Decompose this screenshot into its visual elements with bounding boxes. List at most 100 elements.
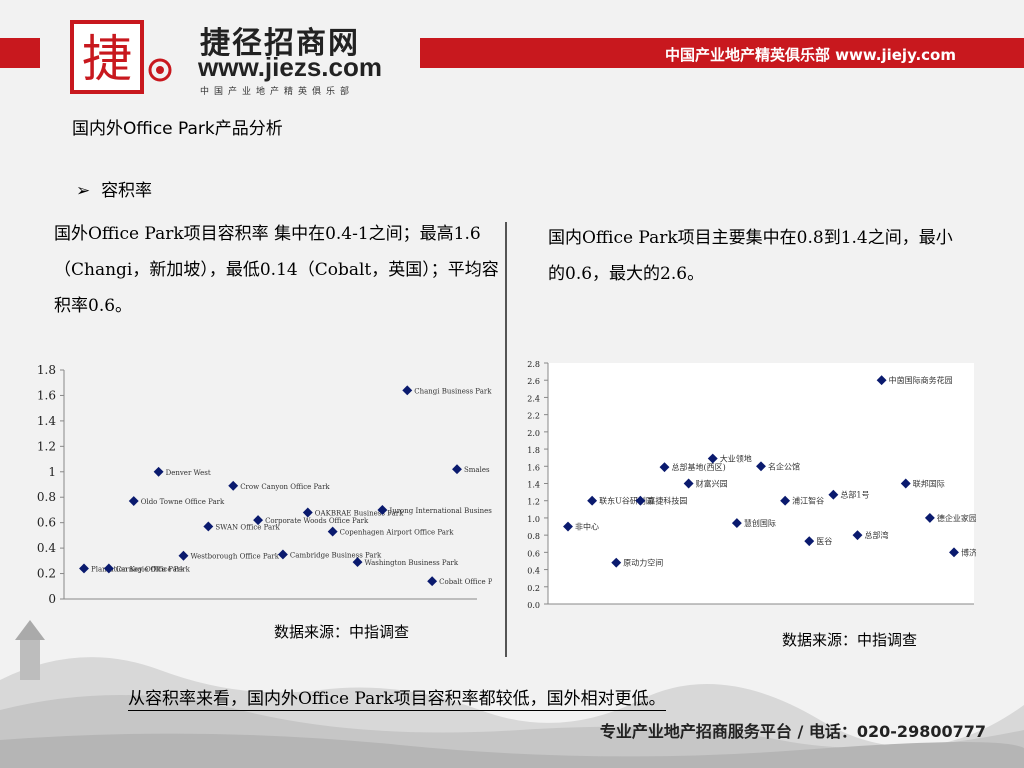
site-url[interactable]: www.jiezs.com xyxy=(198,52,382,82)
data-point xyxy=(852,530,863,541)
data-point xyxy=(587,495,598,506)
data-label: 医谷 xyxy=(816,537,832,546)
data-point xyxy=(427,576,438,587)
y-tick-label: 0.8 xyxy=(37,490,56,504)
data-point xyxy=(683,478,694,489)
data-point xyxy=(153,466,164,477)
y-tick-label: 1.2 xyxy=(527,498,540,507)
data-label: Crow Canyon Office Park xyxy=(240,483,330,491)
y-tick-label: 0 xyxy=(48,592,56,606)
y-tick-label: 1.4 xyxy=(37,414,56,428)
y-tick-label: 2.2 xyxy=(527,412,540,421)
data-label: Cambridge Business Park xyxy=(290,551,382,559)
data-point xyxy=(635,495,646,506)
data-point xyxy=(756,461,766,472)
foreign-summary: 国外Office Park项目容积率 集中在0.4-1之间；最高1.6（Chan… xyxy=(54,224,499,316)
y-tick-label: 2.6 xyxy=(527,377,540,386)
y-tick-label: 1.6 xyxy=(37,388,56,402)
site-name: 捷径招商网 xyxy=(200,26,360,61)
data-label: 联邦国际 xyxy=(913,479,945,489)
y-tick-label: 0.2 xyxy=(527,584,540,593)
data-point xyxy=(707,453,718,464)
logo-emblem: 捷 xyxy=(70,20,172,94)
data-label: 慧创国际 xyxy=(744,518,776,528)
y-tick-label: 2.0 xyxy=(527,429,540,438)
data-label: SWAN Office Park xyxy=(215,523,280,531)
y-tick-label: 1.0 xyxy=(527,515,540,524)
data-point xyxy=(178,550,189,561)
domestic-summary: 国内Office Park项目主要集中在0.8到1.4之间，最小的0.6，最大的… xyxy=(548,228,953,284)
data-label: Westborough Office Park xyxy=(190,553,279,561)
y-tick-label: 0.2 xyxy=(37,567,56,581)
data-label: 非中心 xyxy=(575,522,599,532)
y-tick-label: 1.4 xyxy=(527,481,540,490)
data-point xyxy=(79,563,89,574)
y-tick-label: 1.6 xyxy=(527,463,540,472)
data-label: 财富兴园 xyxy=(696,479,728,489)
source-left: 数据来源：中指调查 xyxy=(274,623,410,641)
header-banner xyxy=(420,38,1024,68)
data-label: 德企业家园 xyxy=(937,513,976,523)
data-label: 嘉捷科技园 xyxy=(647,496,687,506)
logo-char: 捷 xyxy=(82,30,132,88)
data-point xyxy=(452,464,462,475)
data-label: 中茵国际商务花园 xyxy=(889,375,953,385)
data-point xyxy=(611,557,622,568)
data-label: 名企公馆 xyxy=(768,461,800,471)
data-point xyxy=(228,480,239,491)
y-tick-label: 0.6 xyxy=(37,516,56,530)
y-tick-label: 2.8 xyxy=(527,360,540,369)
data-point xyxy=(900,478,911,489)
y-tick-label: 1.8 xyxy=(37,363,56,377)
y-tick-label: 0.8 xyxy=(527,532,540,541)
data-point xyxy=(302,507,313,518)
data-label: 大业领地 xyxy=(720,454,752,464)
y-tick-label: 1.2 xyxy=(37,439,56,453)
foreign-far-chart: 0 0.2 0.4 0.6 0.8 1 1.2 1.4 1.6 1.8 Plantation Key… xyxy=(37,363,492,606)
source-right: 数据来源：中指调查 xyxy=(782,631,918,649)
data-point xyxy=(780,495,791,506)
banner-text: 中国产业地产精英俱乐部 www.jiejy.com xyxy=(664,46,956,64)
data-label: Oldo Towne Office Park xyxy=(141,498,225,506)
data-label: OAKBRAE Business Park xyxy=(315,509,404,517)
footer-text: 专业产业地产招商服务平台 / 电话：020-29800777 xyxy=(599,722,986,741)
conclusion-text: 从容积率来看，国内外Office Park项目容积率都较低，国外相对更低。 xyxy=(128,684,666,711)
data-label: Corporate Woods Office Park xyxy=(265,517,369,525)
y-tick-label: 0.0 xyxy=(527,601,540,610)
data-label: Changi Business Park xyxy=(414,387,492,395)
bullet-heading: ➢ 容积率 xyxy=(76,176,152,201)
data-label: Denver West xyxy=(166,469,211,477)
column-divider xyxy=(505,222,507,657)
data-label: 总部基地(西区) xyxy=(672,462,726,472)
data-point xyxy=(277,549,288,560)
data-point xyxy=(924,512,935,523)
data-label: 联东U谷研创园 xyxy=(599,496,654,506)
data-point xyxy=(327,526,338,537)
data-point xyxy=(377,504,388,515)
data-label: 原动力空间 xyxy=(623,558,663,568)
data-label: 总部1号 xyxy=(840,490,869,500)
data-label: 总部湾 xyxy=(865,530,889,540)
data-point xyxy=(876,375,887,386)
bullet-label: 容积率 xyxy=(101,181,153,201)
y-tick-label: 0.6 xyxy=(527,549,540,558)
domestic-far-chart: 0.0 0.2 0.4 0.6 0.8 1.0 1.2 1.4 1.6 1.8 2.0 2.2 2.4 2… xyxy=(527,360,976,610)
data-point xyxy=(402,385,413,396)
data-point xyxy=(253,515,264,526)
data-label: Plantation Key Office Park xyxy=(91,565,185,573)
data-point xyxy=(203,521,214,532)
data-label: Cobalt Office Park xyxy=(439,578,492,586)
landscape-background xyxy=(0,620,1024,768)
page-title: 国内外Office Park产品分析 xyxy=(72,119,283,139)
arrow-bullet-icon: ➢ xyxy=(76,181,91,201)
y-tick-label: 0.4 xyxy=(37,541,56,555)
banner-left-strip xyxy=(0,38,40,68)
y-tick-label: 1 xyxy=(48,465,56,479)
data-point xyxy=(128,496,139,506)
data-point xyxy=(828,489,839,500)
site-subtitle: 中国产业地产精英俱乐部 xyxy=(200,87,355,97)
data-label: Copenhagen Airport Office Park xyxy=(340,529,455,537)
data-point xyxy=(731,518,742,529)
y-tick-label: 2.4 xyxy=(527,394,540,403)
data-label: 浦江智谷 xyxy=(792,496,824,506)
